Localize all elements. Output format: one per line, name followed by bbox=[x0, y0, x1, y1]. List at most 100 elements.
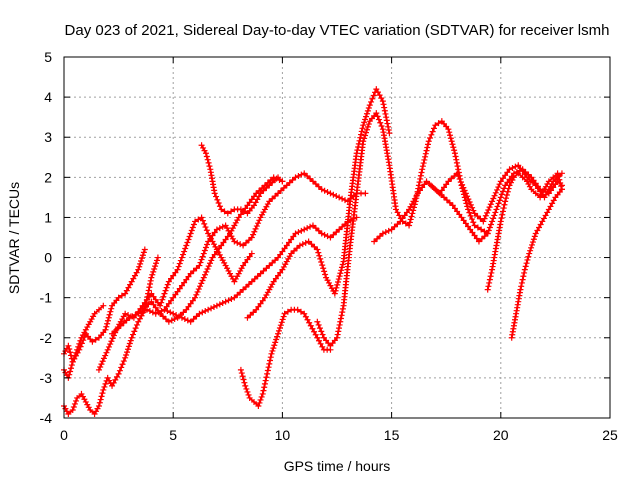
data-point-interp bbox=[290, 233, 297, 240]
data-point-interp bbox=[270, 345, 277, 352]
data-point bbox=[148, 290, 155, 297]
data-point-interp bbox=[216, 203, 223, 210]
data-point bbox=[91, 310, 98, 317]
data-point-interp bbox=[151, 266, 158, 273]
data-point-interp bbox=[138, 257, 145, 264]
series-track-8 bbox=[161, 214, 360, 325]
data-point-interp bbox=[519, 276, 526, 283]
data-point-interp bbox=[279, 248, 286, 255]
data-point bbox=[432, 122, 439, 129]
data-point-interp bbox=[180, 251, 187, 258]
data-point bbox=[170, 310, 177, 317]
data-point-interp bbox=[555, 173, 562, 180]
data-point-interp bbox=[315, 227, 322, 234]
data-point-interp bbox=[130, 331, 137, 338]
data-point-interp bbox=[298, 171, 305, 178]
data-point bbox=[128, 334, 135, 341]
data-point bbox=[392, 206, 399, 213]
data-point-interp bbox=[308, 241, 315, 248]
data-point-interp bbox=[242, 205, 249, 212]
data-point-interp bbox=[103, 349, 110, 356]
data-point bbox=[266, 182, 273, 189]
data-point bbox=[334, 334, 340, 341]
data-point bbox=[279, 178, 286, 185]
data-point-interp bbox=[133, 269, 140, 276]
data-point bbox=[371, 238, 378, 245]
data-point-interp bbox=[263, 265, 270, 272]
data-point bbox=[237, 206, 244, 213]
data-point-interp bbox=[494, 186, 501, 193]
data-point-interp bbox=[448, 175, 455, 182]
data-point-interp bbox=[410, 207, 417, 214]
data-point bbox=[141, 246, 148, 253]
data-point-interp bbox=[260, 187, 267, 194]
data-point-interp bbox=[383, 117, 390, 124]
data-point bbox=[237, 366, 244, 373]
data-point-interp bbox=[184, 317, 191, 324]
data-point bbox=[115, 370, 122, 377]
data-point-interp bbox=[71, 400, 78, 407]
y-tick-label: -4 bbox=[40, 410, 53, 426]
data-point-interp bbox=[75, 343, 82, 350]
data-point-interp bbox=[304, 316, 311, 323]
data-point-interp bbox=[452, 153, 459, 160]
data-point-interp bbox=[215, 200, 222, 207]
data-point-interp bbox=[127, 281, 134, 288]
data-point bbox=[157, 310, 164, 317]
data-point-interp bbox=[417, 175, 424, 182]
data-point bbox=[154, 254, 161, 261]
series-track-15 bbox=[508, 186, 565, 341]
data-point-interp bbox=[98, 361, 105, 368]
data-point-interp bbox=[208, 257, 215, 264]
data-point bbox=[74, 346, 81, 353]
data-point-interp bbox=[177, 257, 184, 264]
data-point-interp bbox=[250, 309, 257, 316]
data-point-interp bbox=[240, 376, 247, 383]
data-point-interp bbox=[189, 224, 196, 231]
data-point bbox=[248, 234, 255, 241]
data-point-interp bbox=[486, 224, 493, 231]
data-point-interp bbox=[505, 185, 512, 192]
data-point-interp bbox=[304, 172, 311, 179]
data-point bbox=[257, 270, 264, 277]
data-point-interp bbox=[443, 181, 450, 188]
data-point bbox=[211, 190, 218, 197]
data-point-interp bbox=[362, 132, 369, 139]
data-point-interp bbox=[108, 305, 115, 312]
data-point-interp bbox=[334, 278, 341, 285]
data-point-interp bbox=[443, 197, 450, 204]
data-point-interp bbox=[163, 284, 170, 291]
data-point bbox=[251, 398, 258, 405]
data-point-interp bbox=[118, 364, 125, 371]
data-point-interp bbox=[195, 216, 202, 223]
data-point-interp bbox=[125, 284, 132, 291]
data-point-interp bbox=[454, 208, 461, 215]
data-point-interp bbox=[542, 212, 549, 219]
data-point-interp bbox=[534, 227, 541, 234]
data-point-interp bbox=[396, 212, 403, 219]
data-point-interp bbox=[363, 126, 370, 133]
data-point bbox=[242, 382, 249, 389]
data-point-interp bbox=[550, 197, 557, 204]
data-point-interp bbox=[334, 331, 341, 338]
data-point-interp bbox=[333, 229, 340, 236]
data-point bbox=[231, 238, 238, 245]
x-tick-label: 20 bbox=[493, 427, 509, 443]
data-point-interp bbox=[260, 387, 267, 394]
data-point bbox=[427, 182, 434, 189]
data-point bbox=[296, 242, 303, 249]
data-point bbox=[128, 278, 135, 285]
data-point bbox=[192, 218, 199, 225]
data-point-interp bbox=[267, 357, 274, 364]
data-point-interp bbox=[103, 323, 110, 330]
data-point-interp bbox=[254, 273, 261, 280]
data-point-interp bbox=[193, 265, 200, 272]
data-point-interp bbox=[277, 322, 284, 329]
data-point-interp bbox=[145, 287, 152, 294]
data-point-interp bbox=[255, 193, 262, 200]
data-point-interp bbox=[382, 110, 389, 117]
data-point-interp bbox=[521, 269, 528, 276]
data-point bbox=[266, 262, 273, 269]
data-point bbox=[436, 190, 443, 197]
data-point-interp bbox=[529, 241, 535, 248]
